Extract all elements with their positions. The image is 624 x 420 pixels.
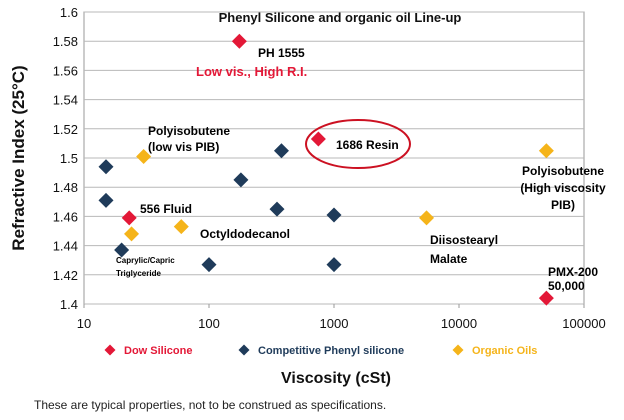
annotation-line: Polyisobutene [148, 124, 230, 138]
data-point-organic-oils [124, 226, 140, 242]
annotation-line: 556 Fluid [140, 202, 192, 216]
y-tick-label: 1.58 [53, 34, 78, 49]
data-point-dow-silicone [231, 33, 247, 49]
legend-marker [452, 344, 464, 356]
x-tick-label: 1000 [320, 316, 349, 331]
data-point-dow-silicone [538, 290, 554, 306]
grid-lines [84, 11, 584, 305]
y-tick-label: 1.56 [53, 63, 78, 78]
legend-marker [104, 344, 116, 356]
annotation-label: Polyisobutene (High viscosity PIB) [520, 164, 606, 212]
y-tick-label: 1.5 [60, 151, 78, 166]
data-point-organic-oils [173, 219, 189, 235]
annotation-label: Caprylic/Capric Triglyceride [116, 256, 175, 278]
data-point-competitive-phenyl-silicone [98, 192, 114, 208]
scatter-chart: 1.4 1.42 1.44 1.46 1.48 1.5 1.52 1.54 1.56 1.58 1.… [9, 5, 606, 387]
annotation-line: (High viscosity [520, 181, 606, 195]
y-tick-label: 1.4 [60, 297, 78, 312]
annotation-label: PH 1555 [258, 46, 305, 60]
data-point-competitive-phenyl-silicone [233, 172, 249, 188]
data-point-competitive-phenyl-silicone [269, 201, 285, 217]
legend: Dow Silicone Competitive Phenyl silicone O… [104, 344, 537, 357]
y-tick-label: 1.6 [60, 5, 78, 20]
annotation-line: Octyldodecanol [200, 227, 290, 241]
chart-title: Phenyl Silicone and organic oil Line-up [219, 10, 462, 25]
data-point-dow-silicone [310, 131, 326, 147]
data-point-dow-silicone [121, 210, 137, 226]
y-axis-label: Refractive Index (25°C) [9, 65, 28, 250]
highlight-ellipse [305, 119, 411, 169]
annotations: PH 1555 Low vis., High R.I. Polyisobutene (… [116, 46, 606, 293]
x-tick-labels: 10 100 1000 10000 100000 [77, 304, 606, 331]
y-tick-label: 1.54 [53, 93, 78, 108]
annotation-line: Low vis., High R.I. [196, 64, 307, 79]
x-tick-label: 100 [198, 316, 220, 331]
annotation-label: Diisostearyl Malate [430, 233, 498, 266]
y-tick-label: 1.52 [53, 122, 78, 137]
annotation-line: (low vis PIB) [148, 140, 219, 154]
x-tick-label: 10 [77, 316, 91, 331]
annotation-line: Polyisobutene [522, 164, 604, 178]
x-tick-label: 100000 [562, 316, 605, 331]
data-point-competitive-phenyl-silicone [326, 257, 342, 273]
data-points [98, 33, 554, 306]
data-point-organic-oils [136, 149, 152, 165]
data-point-competitive-phenyl-silicone [98, 159, 114, 175]
annotation-label: Octyldodecanol [200, 227, 290, 241]
annotation-label: 556 Fluid [140, 202, 192, 216]
data-point-organic-oils [538, 143, 554, 159]
y-tick-labels: 1.4 1.42 1.44 1.46 1.48 1.5 1.52 1.54 1.56 1.58 1.… [53, 5, 78, 312]
data-point-competitive-phenyl-silicone [326, 207, 342, 223]
annotation-line: Triglyceride [116, 269, 161, 278]
legend-label: Organic Oils [472, 345, 537, 357]
annotation-label: 1686 Resin [336, 138, 399, 152]
footnote: These are typical properties, not to be … [34, 398, 387, 412]
annotation-label: PMX-200 50,000 [548, 265, 598, 293]
y-tick-label: 1.44 [53, 239, 78, 254]
annotation-line: Caprylic/Capric [116, 256, 175, 265]
legend-marker [238, 344, 250, 356]
legend-label: Competitive Phenyl silicone [258, 345, 404, 357]
x-tick-label: 10000 [441, 316, 477, 331]
legend-label: Dow Silicone [124, 345, 192, 357]
annotation-line: PH 1555 [258, 46, 305, 60]
data-point-competitive-phenyl-silicone [273, 143, 289, 159]
y-tick-label: 1.48 [53, 180, 78, 195]
annotation-label: Polyisobutene (low vis PIB) [148, 124, 230, 154]
data-point-competitive-phenyl-silicone [201, 257, 217, 273]
annotation-line: 1686 Resin [336, 138, 399, 152]
annotation-line: Malate [430, 252, 468, 266]
data-point-competitive-phenyl-silicone [114, 242, 130, 258]
annotation-line: Diisostearyl [430, 233, 498, 247]
annotation-label: Low vis., High R.I. [196, 64, 307, 79]
annotation-line: 50,000 [548, 279, 585, 293]
y-tick-label: 1.42 [53, 268, 78, 283]
data-point-organic-oils [419, 210, 435, 226]
y-tick-label: 1.46 [53, 209, 78, 224]
x-axis-label: Viscosity (cSt) [281, 370, 391, 387]
annotation-line: PMX-200 [548, 265, 598, 279]
annotation-line: PIB) [551, 198, 575, 212]
